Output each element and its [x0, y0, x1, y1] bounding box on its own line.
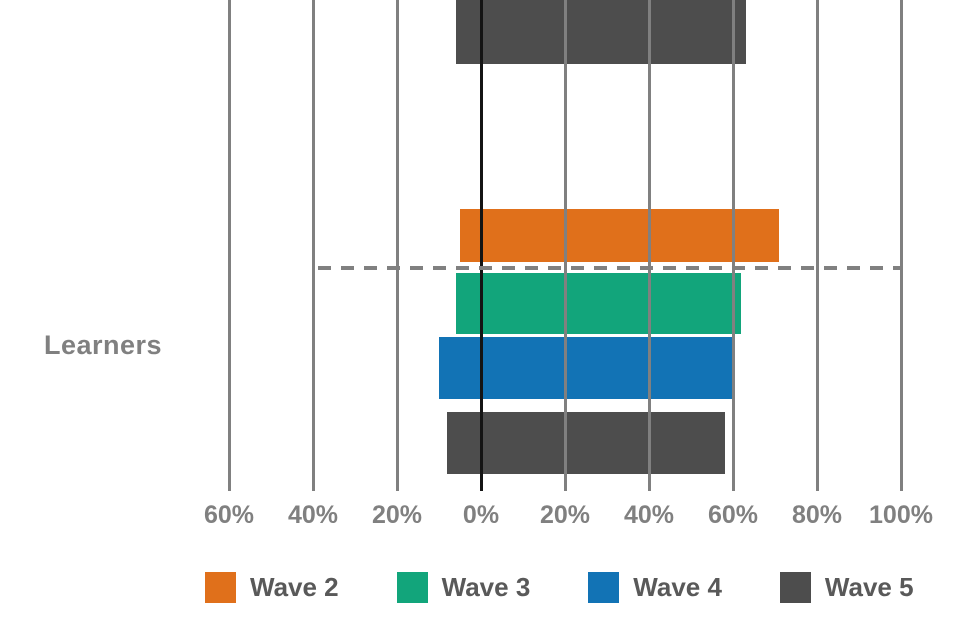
- legend-swatch: [588, 572, 620, 603]
- x-tick-label: 20%: [371, 501, 423, 529]
- legend-label: Wave 2: [250, 572, 339, 602]
- legend-item-wave-4: Wave 4: [588, 572, 722, 603]
- legend-label: Wave 5: [824, 572, 914, 602]
- x-tick-label: 20%: [539, 501, 591, 529]
- x-tick-label: 60%: [203, 501, 255, 529]
- gridline: [311, 0, 315, 491]
- x-tick-label: 40%: [287, 501, 339, 529]
- x-tick-label: 0%: [462, 501, 500, 529]
- x-tick-label: 80%: [791, 501, 843, 529]
- group-separator-dashed-line: [318, 266, 903, 270]
- legend-swatch: [396, 572, 428, 603]
- bar-learners-wave-5: [447, 412, 725, 474]
- x-tick-label: 100%: [869, 501, 933, 529]
- legend-label: Wave 4: [633, 572, 722, 602]
- category-label-learners: Learners: [44, 330, 163, 360]
- gridline: [815, 0, 819, 491]
- legend-swatch: [779, 572, 811, 603]
- x-tick-label: 40%: [623, 501, 675, 529]
- legend-label: Wave 3: [441, 572, 531, 602]
- gridline: [899, 0, 903, 491]
- legend-item-wave-5: Wave 5: [779, 572, 914, 603]
- bar-learners-wave-2: [460, 209, 780, 262]
- gridline: [563, 0, 567, 491]
- bar-learners-wave-3: [455, 273, 742, 334]
- gridline: [731, 0, 735, 491]
- legend-item-wave-2: Wave 2: [205, 572, 339, 603]
- legend: Wave 2 Wave 3 Wave 4 Wave 5: [205, 572, 914, 603]
- bar-learners-wave-4: [439, 337, 733, 399]
- legend-item-wave-3: Wave 3: [396, 572, 531, 603]
- legend-swatch: [205, 572, 236, 603]
- gridline: [395, 0, 399, 491]
- zero-axis-line: [479, 0, 483, 491]
- gridline: [647, 0, 651, 491]
- bar-wave-5: [455, 0, 746, 64]
- x-tick-label: 60%: [707, 501, 759, 529]
- gridline: [227, 0, 231, 491]
